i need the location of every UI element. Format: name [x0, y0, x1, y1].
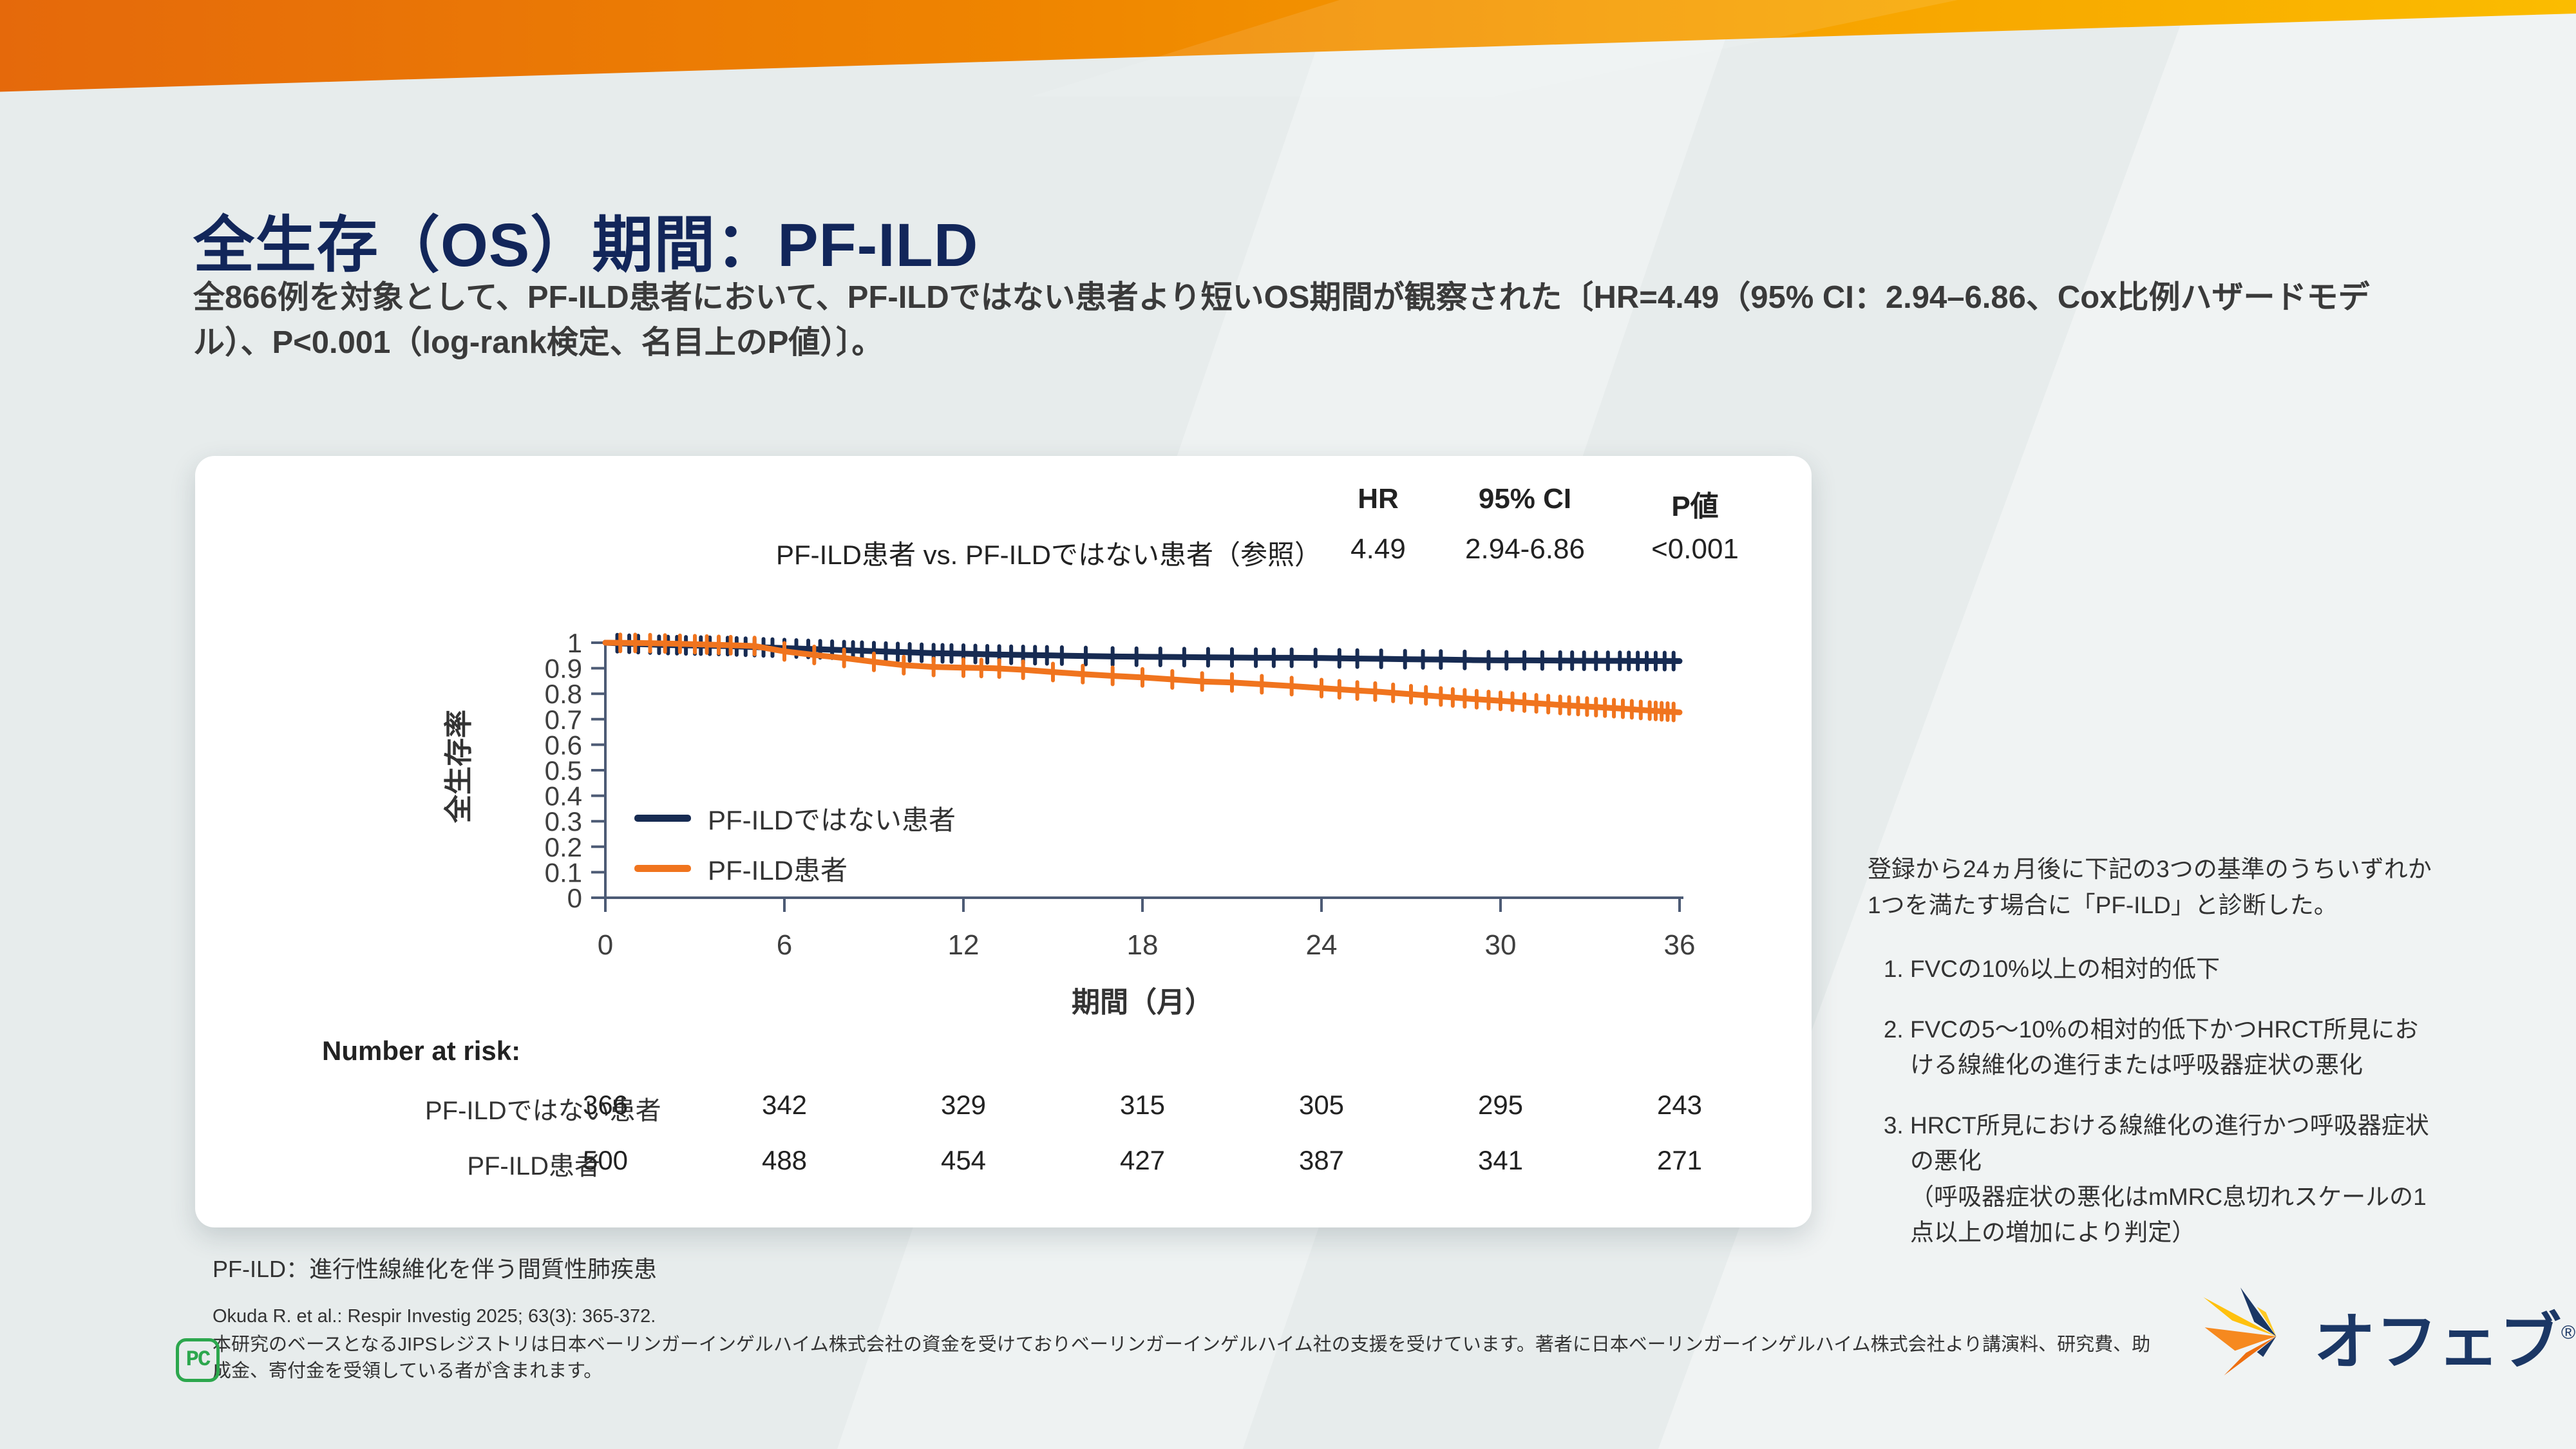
risk-value: 366 — [582, 1090, 629, 1120]
stats-header-hr: HR — [1358, 483, 1399, 515]
risk-value: 387 — [1298, 1145, 1345, 1175]
risk-value: 500 — [582, 1145, 629, 1175]
svg-text:0.6: 0.6 — [545, 730, 582, 760]
risk-value: 271 — [1656, 1145, 1703, 1175]
risk-value: 315 — [1119, 1090, 1166, 1120]
number-at-risk-title: Number at risk: — [322, 1036, 521, 1066]
ofev-logo-text: オフェブ® — [2314, 1307, 2576, 1377]
citation: Okuda R. et al.: Respir Investig 2025; 6… — [213, 1306, 656, 1327]
risk-value: 295 — [1477, 1090, 1524, 1120]
risk-value: 341 — [1477, 1145, 1524, 1175]
svg-text:12: 12 — [948, 929, 980, 961]
stats-header-p: P値 — [1671, 491, 1719, 522]
svg-text:24: 24 — [1306, 929, 1338, 961]
chart-card — [195, 456, 1812, 1227]
svg-text:36: 36 — [1664, 929, 1696, 961]
pc-badge-icon: PC — [176, 1338, 220, 1382]
legend-item-pfild: PF-ILD患者 — [634, 849, 1085, 888]
svg-text:18: 18 — [1127, 929, 1159, 961]
svg-text:0: 0 — [598, 929, 613, 961]
risk-value: 342 — [761, 1090, 808, 1120]
disclosure-text: 本研究のベースとなるJIPSレジストリは日本ベーリンガーインゲルハイム株式会社の… — [213, 1334, 2151, 1382]
svg-text:30: 30 — [1485, 929, 1517, 961]
svg-text:1: 1 — [567, 628, 582, 658]
ofev-arrow-icon — [2203, 1287, 2277, 1376]
svg-text:6: 6 — [777, 929, 792, 961]
svg-text:0.3: 0.3 — [545, 806, 582, 837]
legend-label: PF-ILD患者 — [708, 855, 848, 886]
risk-value: 329 — [940, 1090, 987, 1120]
risk-value: 454 — [940, 1145, 987, 1175]
page-title: 全生存（OS）期間：PF-ILD — [193, 211, 979, 279]
svg-text:0.7: 0.7 — [545, 705, 582, 735]
registered-mark: ® — [2561, 1321, 2576, 1343]
risk-row-label: PF-ILDではない患者 — [425, 1097, 661, 1125]
svg-text:0.8: 0.8 — [545, 679, 582, 709]
km-survival-chart: 00.10.20.30.40.50.60.70.80.910 6 12 18 24 30 3… — [545, 628, 1696, 961]
risk-value: 305 — [1298, 1090, 1345, 1120]
stats-row-label: PF-ILD患者 vs. PF-ILDではない患者（参照） — [775, 540, 1321, 570]
y-axis-label: 全生存率 — [443, 710, 475, 823]
x-axis-label: 期間（月） — [1072, 987, 1213, 1018]
risk-value: 427 — [1119, 1145, 1166, 1175]
pfild-criteria-panel: 登録から24ヵ月後に下記の3つの基準のうちいずれか1つを満たす場合に「PF-IL… — [1868, 851, 2434, 1275]
stats-value-ci: 2.94-6.86 — [1465, 533, 1585, 565]
svg-text:0.1: 0.1 — [545, 857, 582, 887]
legend-line-swatch — [634, 815, 691, 822]
risk-value: 488 — [761, 1145, 808, 1175]
stats-value-p: <0.001 — [1651, 533, 1739, 565]
abbreviation-note: PF-ILD：進行性線維化を伴う間質性肺疾患 — [213, 1256, 658, 1282]
page-subtitle: 全866例を対象として、PF-ILD患者において、PF-ILDではない患者より短… — [193, 280, 2370, 360]
svg-text:0.4: 0.4 — [545, 781, 582, 811]
ofev-logo: オフェブ® — [2199, 1282, 2575, 1391]
criteria-intro: 登録から24ヵ月後に下記の3つの基準のうちいずれか1つを満たす場合に「PF-IL… — [1868, 856, 2432, 918]
legend-line-swatch — [634, 865, 691, 872]
risk-row-label: PF-ILD患者 — [467, 1152, 600, 1180]
stats-value-hr: 4.49 — [1350, 533, 1406, 565]
stats-header-ci: 95% CI — [1478, 483, 1572, 515]
svg-text:0.2: 0.2 — [545, 832, 582, 862]
criteria-item-3: HRCT所見における線維化の進行かつ呼吸器症状の悪化 （呼吸器症状の悪化はmMR… — [1910, 1108, 2434, 1251]
svg-text:0.9: 0.9 — [545, 654, 582, 684]
legend-item-non-pfild: PF-ILDではない患者 — [634, 799, 1085, 838]
risk-value: 243 — [1656, 1090, 1703, 1120]
svg-text:0.5: 0.5 — [545, 755, 582, 786]
criteria-item-1: FVCの10%以上の相対的低下 — [1910, 951, 2434, 987]
number-at-risk-table: PF-ILDではない患者 366 342 329 315 305 295 243 PF-ILD患… — [425, 1079, 1752, 1221]
criteria-item-2: FVCの5～10%の相対的低下かつHRCT所見における線維化の進行または呼吸器症… — [1910, 1012, 2434, 1083]
legend-label: PF-ILDではない患者 — [708, 805, 956, 835]
svg-text:0: 0 — [567, 883, 582, 913]
